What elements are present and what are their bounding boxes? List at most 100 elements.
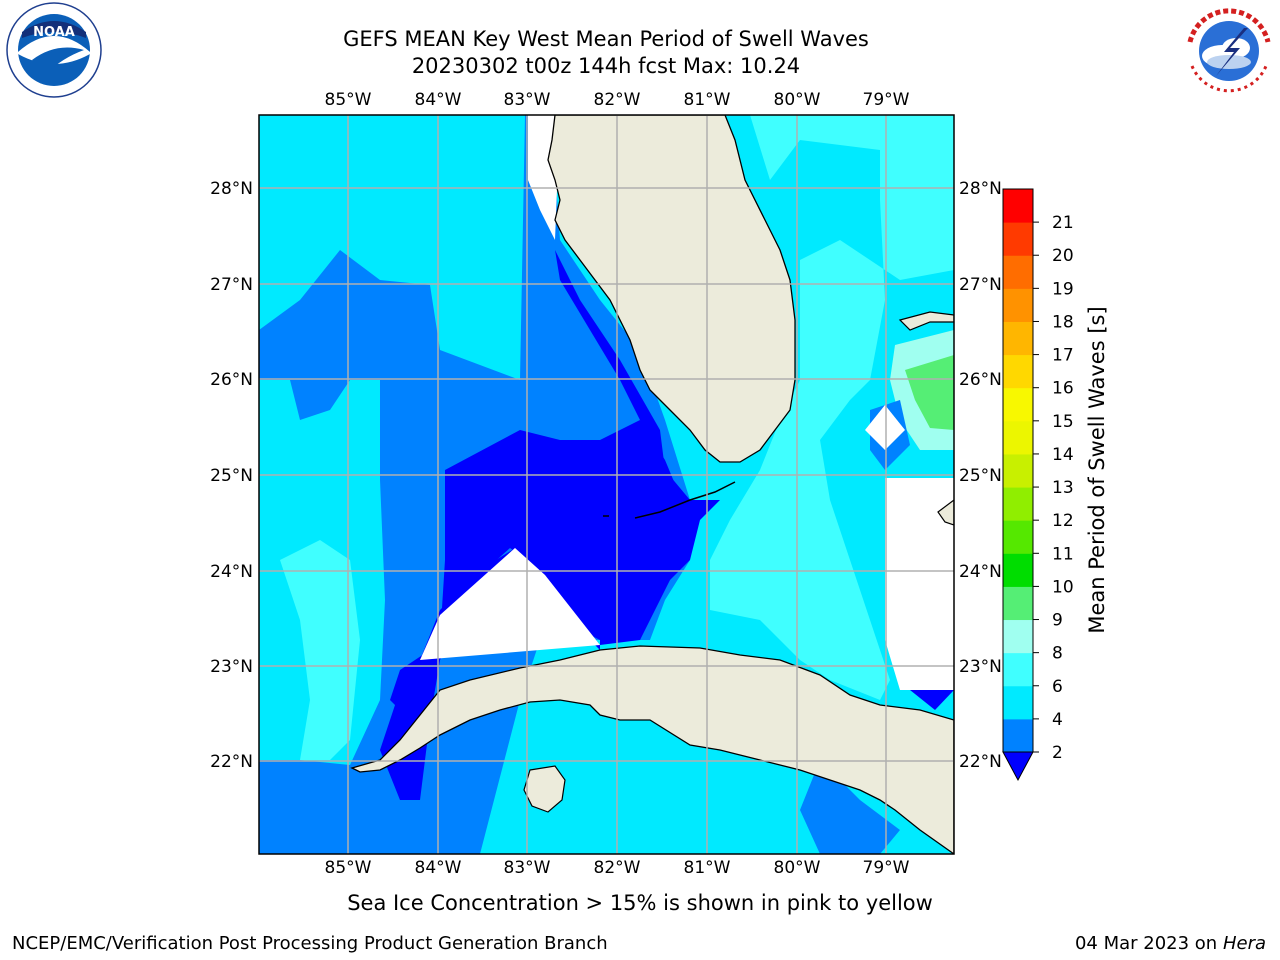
colorbar-extend-triangle xyxy=(1002,751,1034,782)
colorbar-tick-label: 20 xyxy=(1052,246,1074,266)
colorbar-segment xyxy=(1003,652,1033,687)
andros-land xyxy=(937,499,954,526)
colorbar-segment xyxy=(1003,255,1033,289)
colorbar-tick-label: 18 xyxy=(1052,312,1074,332)
lon-label: 79°W xyxy=(863,90,910,110)
cuba-land xyxy=(350,645,954,854)
colorbar-tick-label: 14 xyxy=(1052,445,1074,465)
swell-field-below-2s xyxy=(380,250,720,800)
swell-pocket-southeast xyxy=(800,760,900,854)
colorbar-segment xyxy=(1003,420,1033,455)
lat-label: 26°N xyxy=(959,370,1002,390)
lat-label: 22°N xyxy=(210,752,253,772)
colorbar-tick-label: 4 xyxy=(1052,710,1063,730)
colorbar-frame xyxy=(1002,188,1034,753)
lat-label: 24°N xyxy=(959,562,1002,582)
colorbar-segment xyxy=(1003,321,1033,356)
lon-label: 85°W xyxy=(325,90,372,110)
lon-label: 80°W xyxy=(774,90,821,110)
lon-label: 82°W xyxy=(594,90,641,110)
colorbar-tick-label: 6 xyxy=(1052,677,1063,697)
swell-field-6-8s-west xyxy=(280,540,360,760)
colorbar-tick-label: 9 xyxy=(1052,611,1063,631)
lat-labels-left: 28°N 27°N 26°N 25°N 24°N 23°N 22°N xyxy=(210,179,253,772)
lat-label: 23°N xyxy=(210,657,253,677)
colorbar-segment xyxy=(1003,718,1033,753)
host-name: Hera xyxy=(1222,933,1266,954)
lon-label: 84°W xyxy=(415,90,462,110)
noaa-logo-text: NOAA xyxy=(33,25,75,40)
lon-label: 83°W xyxy=(504,90,551,110)
lat-label: 23°N xyxy=(959,657,1002,677)
colorbar-tick-label: 13 xyxy=(1052,478,1074,498)
colorbar-segment xyxy=(1003,387,1033,422)
undefined-area-gulf xyxy=(420,548,600,660)
colorbar-tick-label: 19 xyxy=(1052,279,1074,299)
lon-labels-bottom: 85°W 84°W 83°W 82°W 81°W 80°W 79°W xyxy=(325,858,910,878)
lat-label: 25°N xyxy=(959,466,1002,486)
lon-label: 82°W xyxy=(594,858,641,878)
undefined-area-bahamas xyxy=(865,405,905,450)
date-text: 04 Mar 2023 on xyxy=(1074,933,1218,954)
colorbar-segment xyxy=(1003,453,1033,488)
swell-field-below-2s-west xyxy=(390,420,690,710)
colorbar-segment xyxy=(1003,520,1033,554)
colorbar xyxy=(1002,188,1034,782)
lat-label: 28°N xyxy=(959,179,1002,199)
colorbar-tick-label: 15 xyxy=(1052,412,1074,432)
swell-field-6-8s-atlantic xyxy=(710,115,954,700)
florida-land xyxy=(547,115,796,463)
credit-text: NCEP/EMC/Verification Post Processing Pr… xyxy=(12,933,608,954)
colorbar-segment xyxy=(1003,619,1033,654)
colorbar-segment xyxy=(1003,586,1033,621)
colorbar-segment xyxy=(1003,487,1033,521)
lon-label: 85°W xyxy=(325,858,372,878)
lon-label: 79°W xyxy=(863,858,910,878)
bahamas-land xyxy=(898,311,954,331)
colorbar-tick-label: 17 xyxy=(1052,346,1074,366)
colorbar-ticks: 2 4 6 8 9 10 11 12 13 14 15 16 17 18 19 20 21 xyxy=(1033,213,1074,763)
isla-juventud-land xyxy=(523,765,566,813)
lat-label: 24°N xyxy=(210,562,253,582)
swell-field-10-11s-bahamas xyxy=(905,355,954,430)
colorbar-segment xyxy=(1003,189,1033,223)
noaa-logo: NOAA xyxy=(6,2,102,98)
sea-ice-note: Sea Ice Concentration > 15% is shown in … xyxy=(347,891,933,915)
graticule xyxy=(259,115,954,854)
colorbar-label: Mean Period of Swell Waves [s] xyxy=(1085,306,1109,633)
date-stamp: 04 Mar 2023 on Hera xyxy=(1075,933,1266,954)
lon-label: 81°W xyxy=(684,90,731,110)
lat-label: 22°N xyxy=(959,752,1002,772)
undefined-area-atlantic xyxy=(885,478,954,690)
colorbar-tick-label: 11 xyxy=(1052,544,1074,564)
lat-label: 27°N xyxy=(959,275,1002,295)
lat-labels-right: 28°N 27°N 26°N 25°N 24°N 23°N 22°N xyxy=(959,179,1002,772)
lon-label: 81°W xyxy=(684,858,731,878)
lon-label: 83°W xyxy=(504,858,551,878)
colorbar-tick-label: 8 xyxy=(1052,644,1063,664)
colorbar-segment xyxy=(1003,354,1033,389)
colorbar-segment xyxy=(1003,222,1033,256)
lat-label: 28°N xyxy=(210,179,253,199)
colorbar-tick-label: 12 xyxy=(1052,511,1074,531)
colorbar-tick-label: 2 xyxy=(1052,743,1063,763)
map-title: GEFS MEAN Key West Mean Period of Swell … xyxy=(343,27,869,51)
map-frame xyxy=(258,114,955,855)
lon-label: 84°W xyxy=(415,858,462,878)
florida-keys xyxy=(603,481,736,519)
forecast-subtitle: 20230302 t00z 144h fcst Max: 10.24 xyxy=(411,54,801,78)
lat-label: 27°N xyxy=(210,275,253,295)
map-panel xyxy=(259,115,954,854)
lon-labels-top: 85°W 84°W 83°W 82°W 81°W 80°W 79°W xyxy=(325,90,910,110)
colorbar-segment xyxy=(1003,685,1033,720)
colorbar-segment xyxy=(1003,553,1033,587)
nws-logo xyxy=(1183,5,1275,97)
colorbar-tick-label: 10 xyxy=(1052,577,1074,597)
lat-label: 26°N xyxy=(210,370,253,390)
lat-label: 25°N xyxy=(210,466,253,486)
colorbar-tick-label: 21 xyxy=(1052,213,1074,233)
lon-label: 80°W xyxy=(774,858,821,878)
colorbar-tick-label: 16 xyxy=(1052,379,1074,399)
colorbar-segment xyxy=(1003,288,1033,322)
